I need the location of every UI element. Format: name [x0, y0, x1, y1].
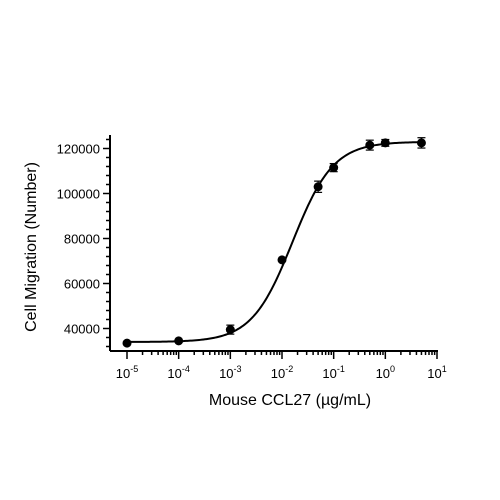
data-points — [122, 137, 426, 348]
data-point — [277, 255, 287, 265]
x-tick-label: 10-2 — [271, 364, 293, 381]
y-axis-title: Cell Migration (Number) — [23, 162, 40, 332]
data-point — [313, 182, 323, 192]
data-point — [416, 138, 426, 148]
y-tick-label: 80000 — [64, 232, 100, 247]
y-tick-label: 60000 — [64, 277, 100, 292]
x-tick-label: 10-5 — [116, 364, 138, 381]
x-tick-label: 10-4 — [167, 364, 189, 381]
x-tick-label: 10-3 — [219, 364, 241, 381]
y-tick-label: 40000 — [64, 322, 100, 337]
data-point — [365, 140, 375, 150]
data-point — [225, 325, 235, 335]
y-tick-label: 100000 — [57, 187, 100, 202]
x-axis-title: Mouse CCL27 (µg/mL) — [209, 392, 371, 409]
fit-curve — [127, 141, 422, 343]
y-tick-label: 120000 — [57, 142, 100, 157]
data-point — [122, 338, 132, 348]
x-tick-label: 101 — [427, 364, 446, 381]
x-tick-label: 10-1 — [322, 364, 344, 381]
x-tick-label: 100 — [376, 364, 395, 381]
y-axis-ticks: 40000 60000 80000 100000 120000 — [57, 138, 110, 348]
data-point — [329, 163, 339, 173]
data-point — [380, 138, 390, 148]
x-axis-ticks: 10-5 10-4 10-3 10-2 10-1 100 101 — [116, 351, 447, 381]
data-point — [174, 336, 184, 346]
